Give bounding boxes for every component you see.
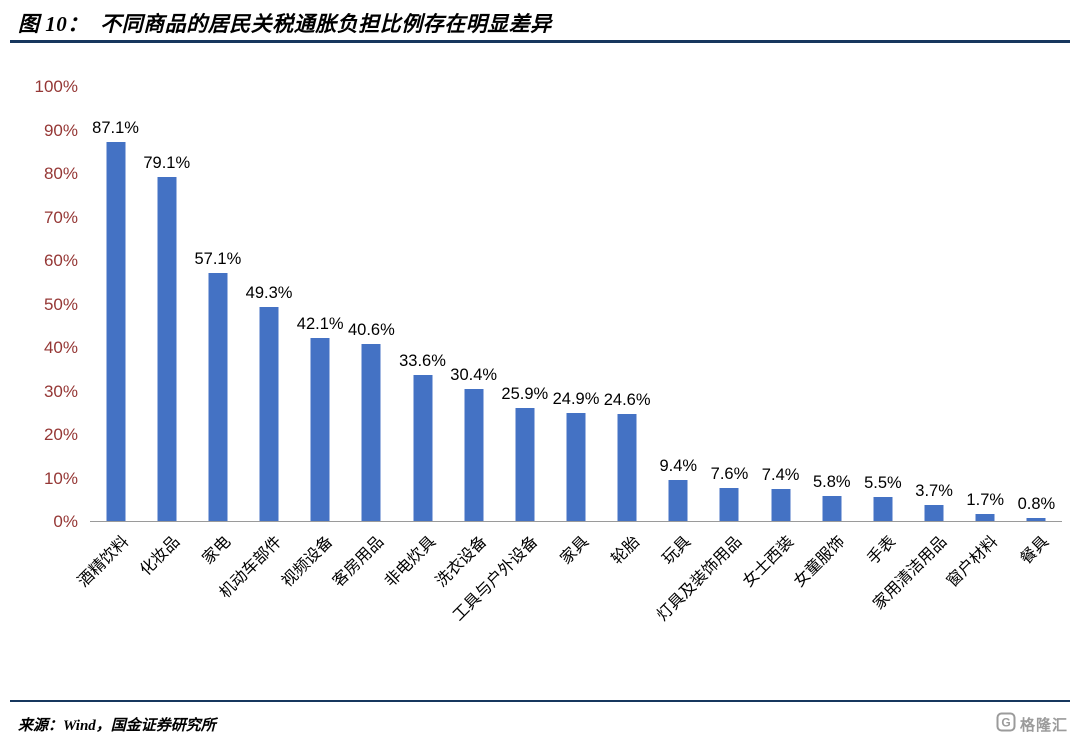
y-axis-tick: 30% xyxy=(43,381,78,401)
bar xyxy=(361,344,381,521)
x-axis-label: 手表 xyxy=(864,533,900,568)
gelonghui-logo: G 格隆汇 xyxy=(996,712,1068,737)
bar xyxy=(1026,517,1046,521)
footer-rule xyxy=(10,700,1070,702)
bar xyxy=(668,480,688,521)
footer: 来源：Wind，国金证券研究所 G 格隆汇 xyxy=(18,712,1068,737)
bar-slot: 30.4% 洗衣设备 xyxy=(433,87,499,591)
bar-slot: 25.9% 工具与户外设备 xyxy=(450,87,550,624)
bar xyxy=(719,487,739,521)
data-label: 33.6% xyxy=(399,351,446,370)
bar xyxy=(259,306,279,521)
chart-inner: 100% 90% 80% 70% 60% 50% 40% 30% 20% 10% 0% 87.1% 酒… xyxy=(18,77,1062,625)
bar-slot: 5.5% 手表 xyxy=(857,87,908,568)
data-label: 7.6% xyxy=(710,464,749,483)
bar-slot: 42.1% 视频设备 xyxy=(279,87,346,591)
y-axis-tick: 90% xyxy=(43,120,78,140)
bar xyxy=(566,412,586,521)
x-axis-label: 餐具 xyxy=(1017,533,1053,568)
y-axis: 100% 90% 80% 70% 60% 50% 40% 30% 20% 10% 0% xyxy=(18,77,90,531)
y-axis-tick: 80% xyxy=(43,164,78,183)
bar-slot: 33.6% 非电炊具 xyxy=(381,87,448,591)
y-axis-tick: 0% xyxy=(53,512,78,531)
bar xyxy=(157,176,177,521)
bar-slot: 40.6% 客房用品 xyxy=(330,87,397,590)
gelonghui-logo-text: 格隆汇 xyxy=(1019,717,1068,734)
data-label: 5.8% xyxy=(812,472,851,491)
svg-text:G: G xyxy=(1001,716,1010,730)
bar xyxy=(617,414,637,521)
bar-slot: 7.6% 灯具及装饰用品 xyxy=(654,87,755,625)
data-label: 40.6% xyxy=(347,321,395,340)
data-label: 1.7% xyxy=(966,490,1005,509)
chart-header: 图 10： 不同商品的居民关税通胀负担比例存在明显差异 xyxy=(18,8,1062,38)
bar-slot: 0.8% 餐具 xyxy=(1011,87,1062,568)
data-label: 7.4% xyxy=(761,465,800,484)
data-label: 25.9% xyxy=(501,385,549,404)
data-label: 79.1% xyxy=(143,153,191,172)
x-axis-label: 窗户材料 xyxy=(944,533,1002,591)
data-label: 57.1% xyxy=(194,249,242,268)
bar xyxy=(310,337,330,521)
source-note: 来源：Wind，国金证券研究所 xyxy=(18,718,216,734)
y-axis-tick: 60% xyxy=(43,251,78,270)
bar-slot: 3.7% 家用清洁用品 xyxy=(870,87,960,613)
bar-slot: 57.1% 家电 xyxy=(192,87,243,568)
x-axis-label: 客房用品 xyxy=(330,533,388,591)
data-label: 42.1% xyxy=(296,314,344,333)
bar-slot: 5.8% 女童服饰 xyxy=(791,87,857,591)
bar-chart: 100% 90% 80% 70% 60% 50% 40% 30% 20% 10% 0% 87.1% 酒… xyxy=(18,77,1062,625)
bar-slot: 9.4% 玩具 xyxy=(653,87,704,568)
x-axis-label: 家电 xyxy=(199,533,235,568)
bar xyxy=(106,142,126,521)
bar xyxy=(873,497,893,521)
bar-slot: 79.1% 化妆品 xyxy=(137,87,192,579)
bar-slot: 1.7% 窗户材料 xyxy=(944,87,1011,591)
bar xyxy=(975,513,995,521)
data-label: 24.6% xyxy=(603,391,651,409)
plot-area: 87.1% 酒精饮料 79.1% 化妆品 57.1% 家电 49.3% 机动车部件 42.1% 视… xyxy=(75,87,1062,625)
data-label: 49.3% xyxy=(245,283,293,302)
bar xyxy=(771,488,791,521)
y-axis-tick: 10% xyxy=(43,468,78,488)
x-axis-label: 家具 xyxy=(557,533,593,568)
x-axis-label: 女士西装 xyxy=(739,533,797,591)
bar-slot: 7.4% 女士西装 xyxy=(740,87,806,591)
x-axis-label: 非电炊具 xyxy=(381,533,439,591)
x-axis-label: 酒精饮料 xyxy=(74,533,132,591)
bar xyxy=(208,272,228,521)
x-axis-label: 女童服饰 xyxy=(790,533,849,591)
bar-slot: 24.9% 家具 xyxy=(550,87,601,568)
data-label: 3.7% xyxy=(915,481,953,500)
y-axis-tick: 20% xyxy=(43,425,78,444)
data-label: 87.1% xyxy=(92,119,139,138)
bar-slot: 24.6% 轮胎 xyxy=(602,87,653,568)
bar xyxy=(413,374,433,521)
data-label: 5.5% xyxy=(864,474,902,493)
gelonghui-logo-icon: G xyxy=(996,712,1016,737)
chart-title: 图 10： 不同商品的居民关税通胀负担比例存在明显差异 xyxy=(18,12,552,36)
bar-slot: 87.1% 酒精饮料 xyxy=(75,87,141,590)
y-axis-tick: 70% xyxy=(43,207,78,227)
data-label: 24.9% xyxy=(552,389,600,408)
bar xyxy=(822,495,842,521)
data-label: 30.4% xyxy=(450,365,498,384)
x-axis-label: 玩具 xyxy=(659,533,695,568)
title-rule xyxy=(10,40,1070,43)
y-axis-tick: 50% xyxy=(43,294,78,314)
y-axis-tick: 40% xyxy=(43,338,78,357)
y-axis-tick: 100% xyxy=(34,77,78,96)
bar xyxy=(464,388,484,521)
x-axis-label: 视频设备 xyxy=(279,533,337,591)
x-axis-label: 化妆品 xyxy=(137,533,183,580)
bar-slot: 49.3% 机动车部件 xyxy=(217,87,294,602)
bar xyxy=(924,504,944,521)
data-label: 9.4% xyxy=(659,457,698,476)
x-axis-label: 轮胎 xyxy=(608,533,644,568)
data-label: 0.8% xyxy=(1017,494,1056,513)
bar xyxy=(515,408,535,521)
